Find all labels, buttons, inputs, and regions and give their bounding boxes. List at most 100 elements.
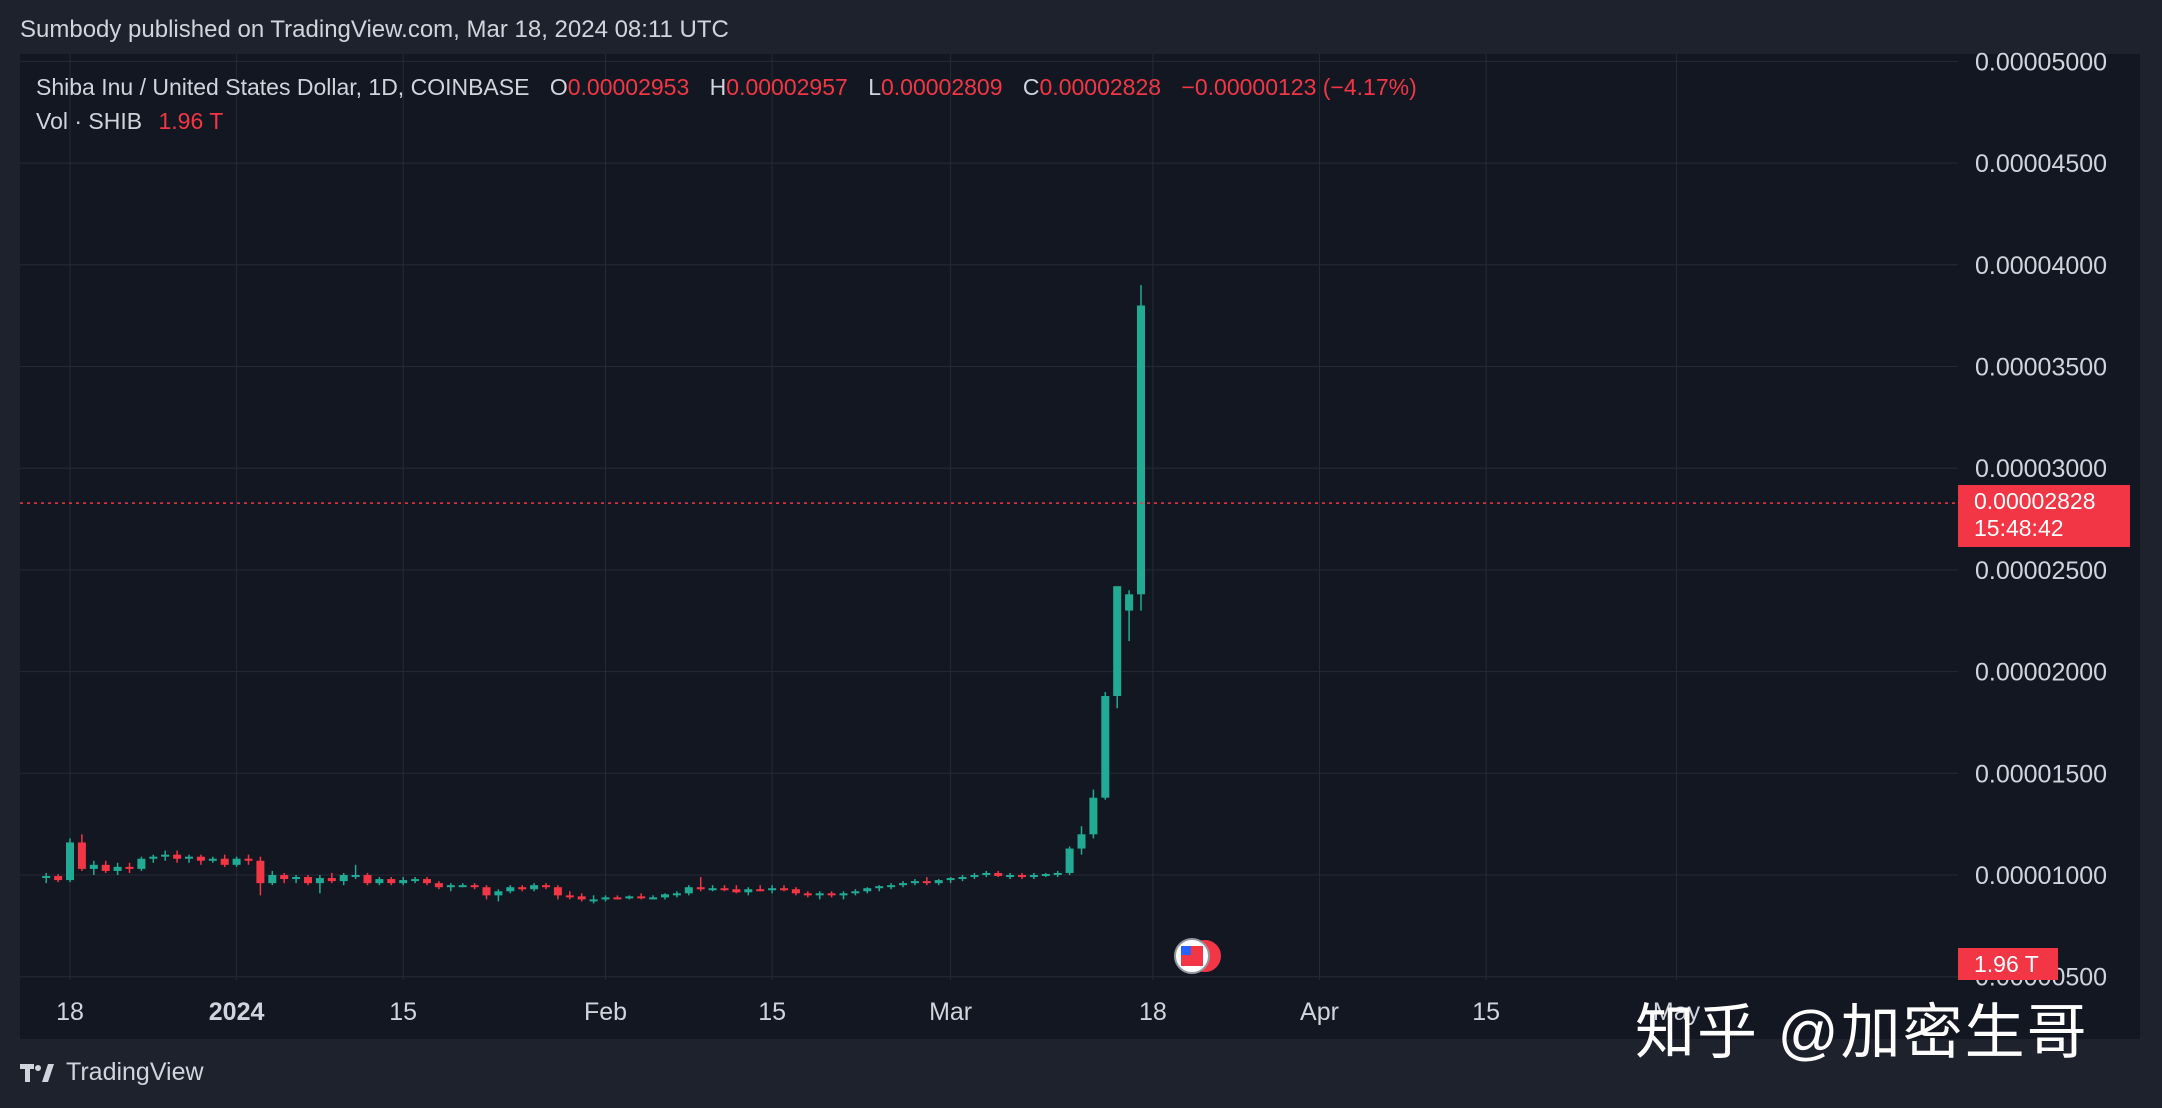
candle-body[interactable] — [815, 893, 824, 896]
candle-body[interactable] — [530, 885, 539, 890]
candle-body[interactable] — [732, 889, 741, 893]
candle-body[interactable] — [1125, 594, 1134, 611]
candle-body[interactable] — [601, 897, 610, 900]
candle-body[interactable] — [696, 887, 705, 890]
candle-body[interactable] — [42, 876, 51, 879]
candle-body[interactable] — [1077, 834, 1086, 849]
candle-body[interactable] — [553, 887, 562, 896]
candle-body[interactable] — [958, 877, 967, 880]
candle-body[interactable] — [125, 866, 134, 869]
candle-body[interactable] — [625, 896, 634, 899]
candle-body[interactable] — [803, 893, 812, 896]
candle-body[interactable] — [946, 878, 955, 881]
candle-body[interactable] — [780, 888, 788, 891]
candle-body[interactable] — [910, 881, 919, 884]
candle-body[interactable] — [173, 854, 182, 859]
candle-body[interactable] — [351, 875, 360, 877]
candle-body[interactable] — [744, 889, 753, 893]
candle-body[interactable] — [506, 887, 515, 892]
candle-body[interactable] — [1006, 875, 1015, 877]
candle-body[interactable] — [446, 885, 455, 888]
tradingview-brand: TradingView — [66, 1058, 204, 1086]
candle-body[interactable] — [458, 885, 467, 888]
candle-body[interactable] — [77, 842, 86, 869]
candle-body[interactable] — [1018, 875, 1026, 878]
candle-body[interactable] — [649, 897, 658, 900]
candle-body[interactable] — [708, 888, 717, 891]
candle-body[interactable] — [101, 864, 110, 871]
candle-body[interactable] — [589, 899, 598, 902]
candle-body[interactable] — [89, 864, 98, 869]
high-label: H — [709, 74, 727, 100]
candle-body[interactable] — [934, 880, 943, 884]
candle-body[interactable] — [161, 854, 170, 857]
candle-body[interactable] — [280, 875, 289, 880]
candle-body[interactable] — [1089, 797, 1098, 835]
candle-body[interactable] — [791, 889, 800, 894]
candle-body[interactable] — [684, 887, 693, 894]
symbol-title[interactable]: Shiba Inu / United States Dollar, 1D, CO… — [36, 74, 530, 100]
candle-body[interactable] — [494, 891, 503, 896]
candle-body[interactable] — [1041, 873, 1050, 876]
candle-body[interactable] — [661, 894, 669, 898]
candle-body[interactable] — [268, 875, 277, 884]
candle-body[interactable] — [1113, 586, 1122, 697]
candle-body[interactable] — [518, 887, 527, 890]
candle-body[interactable] — [756, 889, 765, 892]
candle-body[interactable] — [339, 875, 348, 882]
candle-body[interactable] — [565, 895, 574, 898]
candle-body[interactable] — [387, 879, 396, 884]
candle-body[interactable] — [875, 886, 884, 889]
candle-body[interactable] — [720, 888, 729, 891]
candle-body[interactable] — [1029, 875, 1038, 878]
candle-body[interactable] — [54, 876, 63, 881]
candle-body[interactable] — [827, 893, 836, 896]
candle-body[interactable] — [482, 887, 491, 896]
candle-body[interactable] — [375, 879, 384, 884]
candle-body[interactable] — [672, 893, 681, 896]
volume-label[interactable]: Vol · SHIB — [36, 108, 143, 134]
event-markers[interactable] — [1174, 938, 1223, 974]
candle-body[interactable] — [637, 896, 646, 899]
candle-body[interactable] — [1053, 872, 1062, 875]
candle-body[interactable] — [399, 880, 408, 884]
candle-body[interactable] — [839, 893, 848, 896]
candle-body[interactable] — [363, 875, 372, 884]
candle-body[interactable] — [470, 885, 479, 888]
candle-body[interactable] — [577, 896, 586, 900]
candle-body[interactable] — [196, 856, 205, 861]
candle-body[interactable] — [994, 872, 1003, 877]
candle-body[interactable] — [863, 888, 872, 892]
candle-body[interactable] — [982, 872, 991, 875]
candle-body[interactable] — [1137, 305, 1145, 595]
candle-body[interactable] — [208, 858, 217, 861]
candle-body[interactable] — [220, 858, 229, 865]
candle-body[interactable] — [970, 875, 979, 878]
candle-body[interactable] — [185, 856, 193, 859]
candle-body[interactable] — [613, 897, 622, 900]
candle-body[interactable] — [851, 891, 860, 894]
candle-body[interactable] — [256, 860, 265, 884]
candle-body[interactable] — [434, 883, 443, 888]
candle-body[interactable] — [1101, 696, 1110, 798]
candle-body[interactable] — [542, 885, 550, 888]
candle-body[interactable] — [292, 877, 301, 880]
candle-body[interactable] — [327, 878, 336, 882]
candle-body[interactable] — [423, 879, 431, 884]
candle-body[interactable] — [137, 858, 146, 869]
candle-body[interactable] — [1065, 848, 1074, 873]
candle-body[interactable] — [66, 842, 74, 881]
candle-body[interactable] — [149, 856, 158, 859]
candle-body[interactable] — [232, 858, 241, 865]
candle-body[interactable] — [411, 879, 420, 882]
candle-body[interactable] — [768, 888, 777, 891]
candle-body[interactable] — [922, 881, 931, 884]
candle-body[interactable] — [315, 878, 324, 884]
candle-body[interactable] — [899, 883, 907, 886]
candle-body[interactable] — [887, 885, 896, 888]
candle-body[interactable] — [244, 858, 253, 861]
tradingview-logo[interactable]: TradingView — [20, 1058, 204, 1087]
candle-body[interactable] — [113, 866, 122, 871]
candle-body[interactable] — [304, 877, 312, 884]
